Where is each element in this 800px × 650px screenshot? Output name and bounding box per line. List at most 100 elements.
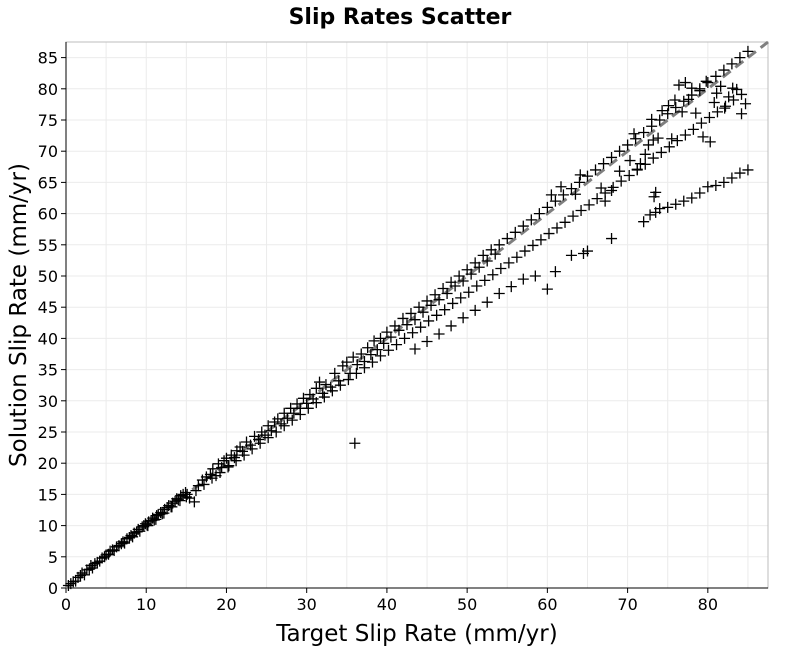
- data-point: [433, 294, 445, 306]
- data-point: [509, 226, 521, 238]
- data-point: [457, 275, 469, 287]
- data-point: [598, 158, 610, 170]
- data-point: [362, 342, 374, 354]
- data-point: [573, 176, 585, 188]
- data-point: [726, 58, 738, 70]
- data-point: [718, 64, 730, 76]
- data-point: [214, 467, 226, 479]
- data-point: [535, 234, 547, 246]
- data-point: [206, 472, 218, 484]
- data-point: [710, 70, 722, 82]
- data-point: [676, 106, 688, 118]
- data-point: [565, 249, 577, 261]
- data-point: [246, 443, 258, 455]
- data-point: [719, 100, 731, 112]
- data-point: [415, 321, 427, 333]
- data-point: [270, 426, 282, 438]
- data-point: [286, 414, 298, 426]
- x-tick-label: 50: [457, 595, 477, 614]
- data-point: [711, 106, 723, 118]
- data-point: [652, 132, 664, 144]
- y-tick-label: 0: [48, 579, 58, 598]
- data-point: [473, 261, 485, 273]
- data-point: [423, 315, 435, 327]
- data-point: [351, 359, 363, 371]
- data-point: [487, 269, 499, 281]
- data-point: [479, 274, 491, 286]
- y-tick-label: 65: [38, 173, 58, 192]
- x-tick-label: 10: [136, 595, 156, 614]
- data-point: [465, 268, 477, 280]
- data-point: [190, 485, 202, 497]
- data-point: [529, 270, 541, 282]
- data-point: [606, 151, 618, 163]
- data-point: [574, 169, 586, 181]
- y-tick-label: 45: [38, 298, 58, 317]
- data-point: [666, 133, 678, 145]
- data-point: [595, 182, 607, 194]
- data-point: [694, 187, 706, 199]
- data-point: [736, 88, 748, 100]
- data-point: [694, 85, 706, 97]
- data-point: [655, 146, 667, 158]
- data-point: [180, 487, 192, 499]
- data-point: [517, 220, 529, 232]
- y-tick-label: 5: [48, 548, 58, 567]
- data-point: [262, 432, 274, 444]
- data-point: [734, 52, 746, 64]
- data-point: [541, 283, 553, 295]
- data-point: [731, 83, 743, 95]
- data-point: [371, 344, 383, 356]
- data-point: [669, 94, 681, 106]
- data-point: [723, 91, 735, 103]
- data-point: [734, 167, 746, 179]
- data-point: [663, 100, 675, 112]
- data-point: [623, 170, 635, 182]
- data-point: [630, 133, 642, 145]
- data-point: [288, 407, 300, 419]
- data-point: [469, 304, 481, 316]
- data-point: [445, 320, 457, 332]
- data-point: [310, 397, 322, 409]
- chart-title: Slip Rates Scatter: [289, 5, 512, 30]
- data-point: [663, 141, 675, 153]
- data-point: [326, 385, 338, 397]
- y-tick-label: 60: [38, 205, 58, 224]
- data-point: [671, 135, 683, 147]
- data-point: [569, 188, 581, 200]
- data-point: [654, 203, 666, 215]
- axis-ticks: 0 10 20 30 40 50 60 70 80 0 5 10 15 20 25 30 35 40 45 50 55 6…: [38, 49, 718, 614]
- data-point: [441, 287, 453, 299]
- data-point: [639, 148, 651, 160]
- data-point: [686, 192, 698, 204]
- data-point: [718, 176, 730, 188]
- data-point: [407, 327, 419, 339]
- data-point: [527, 239, 539, 251]
- y-tick-label: 40: [38, 329, 58, 348]
- data-point: [644, 209, 656, 221]
- data-point: [647, 134, 659, 146]
- data-point: [425, 299, 437, 311]
- data-point: [222, 461, 234, 473]
- data-point: [543, 228, 555, 240]
- data-point: [134, 525, 146, 537]
- data-point: [439, 304, 451, 316]
- data-point: [686, 82, 698, 94]
- data-point: [559, 216, 571, 228]
- data-point: [679, 77, 691, 89]
- data-point: [433, 328, 445, 340]
- data-point: [391, 339, 403, 351]
- data-point: [704, 136, 716, 148]
- y-axis-label: Solution Slip Rate (mm/yr): [6, 163, 32, 467]
- data-point: [678, 195, 690, 207]
- data-point: [742, 164, 754, 176]
- data-point: [409, 314, 421, 326]
- data-point: [347, 351, 359, 363]
- data-point: [545, 189, 557, 201]
- data-point: [583, 199, 595, 211]
- data-point: [726, 172, 738, 184]
- data-point: [393, 324, 405, 336]
- x-tick-label: 0: [61, 595, 71, 614]
- data-point: [86, 562, 98, 574]
- data-point: [695, 117, 707, 129]
